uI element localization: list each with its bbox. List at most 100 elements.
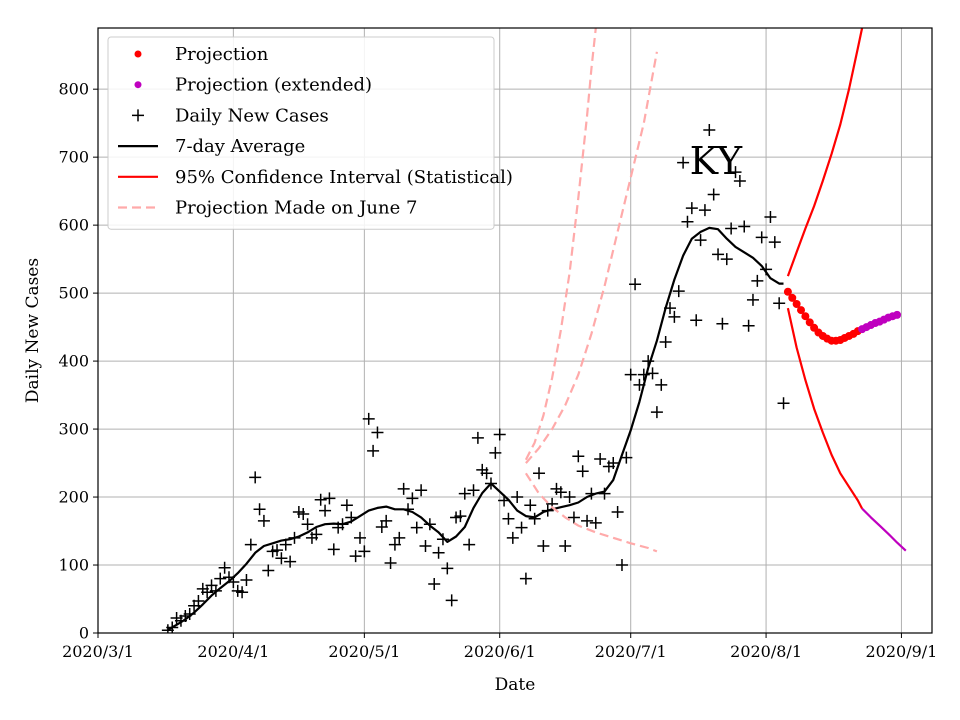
daily-case-marker [432,546,445,559]
grid [97,28,932,634]
daily-case-marker [467,484,480,497]
daily-case-marker [611,506,624,518]
daily-case-marker [327,543,340,556]
daily-case-marker [257,514,270,527]
y-tick-label: 400 [58,352,89,371]
daily-case-marker [685,202,698,215]
daily-case-marker [659,336,672,349]
daily-case-marker [249,471,262,484]
plot-frame [97,27,933,634]
95-confidence-interval-statistical-upper-line [786,28,864,277]
daily-case-marker [393,531,406,544]
daily-case-marker [519,572,532,585]
daily-case-marker [445,594,458,607]
daily-case-marker [563,491,576,504]
legend-box [107,36,495,230]
daily-case-marker [371,426,384,439]
series-layer [161,28,907,633]
daily-case-marker [698,204,711,217]
daily-case-marker [380,514,393,527]
daily-case-marker [349,550,362,563]
daily-case-marker [624,368,637,381]
projection-point [788,293,797,302]
daily-case-marker [201,586,214,599]
daily-case-marker [668,310,681,323]
daily-case-marker [729,166,742,179]
daily-case-marker [554,486,567,499]
daily-case-marker [707,188,720,201]
daily-case-marker [594,452,607,465]
daily-case-marker [629,278,642,291]
daily-case-marker [598,487,611,500]
7-day-average-line [167,226,784,631]
daily-case-marker [637,368,650,381]
daily-case-marker [559,539,572,552]
x-tick-label: 2020/8/1 [730,642,802,661]
projection-point [783,287,792,296]
daily-case-marker [725,222,738,235]
daily-case-marker [607,457,620,470]
x-axis-label: Date [495,675,536,695]
y-tick-label: 200 [58,488,89,507]
daily-case-marker [319,504,332,517]
daily-case-marker [720,253,733,266]
legend-label-average: 7-day Average [175,136,305,157]
daily-case-marker [301,518,314,531]
y-tick-label: 700 [58,148,89,167]
daily-case-marker [755,231,768,244]
daily-case-marker [419,539,432,552]
daily-case-marker [240,573,253,586]
y-tick-label: 100 [58,556,89,575]
daily-case-marker [567,511,580,524]
y-tick-label: 500 [58,284,89,303]
legend-label-daily: Daily New Cases [175,105,329,126]
daily-case-marker [384,556,397,569]
daily-case-marker [576,465,589,478]
projection-point [792,299,801,308]
daily-case-marker [615,559,628,572]
projection-made-on-june-7-lower-line [524,472,658,553]
projection-made-on-june-7-inner-line [525,51,658,464]
daily-case-marker [236,586,249,599]
daily-case-marker [677,156,690,169]
daily-case-marker [733,174,746,187]
daily-case-marker [218,561,231,574]
daily-case-marker [406,492,419,505]
daily-case-marker [572,450,585,463]
95-confidence-interval-statistical-lower-line [786,307,864,510]
daily-case-marker [515,521,528,534]
x-tick-label: 2020/5/1 [328,642,400,661]
projection-point [797,306,806,315]
daily-case-marker [367,444,380,457]
daily-case-marker [589,516,602,529]
daily-case-marker [480,467,493,480]
daily-case-marker [410,521,423,534]
daily-case-marker [397,482,410,495]
daily-case-marker [441,562,454,575]
daily-case-marker [716,317,729,330]
daily-case-marker [493,428,506,441]
daily-case-marker [506,531,519,544]
daily-case-marker [454,510,467,523]
daily-case-marker [284,555,297,568]
y-tick-label: 600 [58,216,89,235]
daily-case-marker [646,367,659,380]
daily-case-marker [764,210,777,223]
legend: Projection Projection (extended) Daily New… [107,36,513,230]
daily-case-marker [458,487,471,500]
y-tick-label: 300 [58,420,89,439]
daily-case-marker [214,572,227,585]
daily-case-marker [253,503,266,516]
y-tick-label: 0 [79,624,89,643]
legend-marker-projection [134,50,142,58]
daily-case-marker [524,499,537,512]
daily-case-marker [746,293,759,306]
daily-case-marker [471,431,484,444]
daily-case-marker [777,397,790,410]
daily-case-marker [375,520,388,533]
daily-case-marker [310,528,323,541]
daily-case-marker [655,378,668,391]
daily-case-marker [742,319,755,332]
daily-case-marker [528,512,541,525]
